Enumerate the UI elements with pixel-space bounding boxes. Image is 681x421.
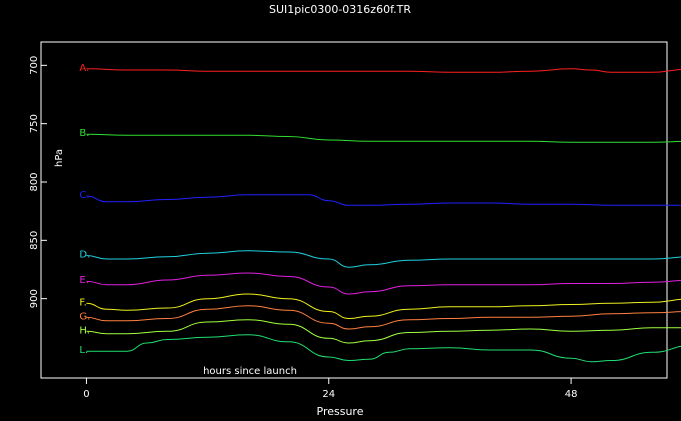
x-tick-label: 48 <box>565 389 578 400</box>
y-tick-label: 900 <box>29 289 40 308</box>
series-label-8: H. <box>79 325 90 336</box>
series-label-2: B. <box>79 128 89 139</box>
series-line-9 <box>86 334 681 363</box>
series-label-7: G. <box>79 311 90 322</box>
x-tick-label: 24 <box>322 389 335 400</box>
series-line-5 <box>86 272 681 295</box>
series-line-3 <box>86 194 681 206</box>
series-label-9: L. <box>79 345 88 356</box>
series-label-6: F. <box>79 297 86 308</box>
series-label-1: A. <box>79 63 89 74</box>
y-tick-label: 800 <box>29 172 40 191</box>
y-tick-label: 750 <box>29 114 40 133</box>
series-line-7 <box>86 305 681 330</box>
series-label-layer: A. B. C. D. E. F. G. H. L. <box>79 63 90 356</box>
annotation-hours-since-launch: hours since launch <box>203 366 297 377</box>
x-tick-label: 0 <box>83 389 89 400</box>
series-line-4 <box>86 250 681 268</box>
x-axis-label: Pressure <box>317 405 364 418</box>
plot-frame <box>40 41 668 379</box>
series-line-2 <box>86 133 681 143</box>
series-label-5: E. <box>79 275 89 286</box>
x-axis: 0 24 48 <box>83 378 577 400</box>
series-line-8 <box>86 319 681 344</box>
series-label-4: D. <box>79 250 90 261</box>
y-tick-label: 700 <box>29 56 40 75</box>
y-tick-label: 850 <box>29 231 40 250</box>
series-line-6 <box>86 293 681 320</box>
y-axis-label: hPa <box>54 149 65 167</box>
series-label-3: C. <box>79 190 89 201</box>
series-line-1 <box>86 68 681 73</box>
series-layer <box>86 68 681 363</box>
chart-title: SUI1pic0300-0316z60f.TR <box>269 3 411 16</box>
y-axis: 700 750 800 850 900 <box>29 56 47 308</box>
